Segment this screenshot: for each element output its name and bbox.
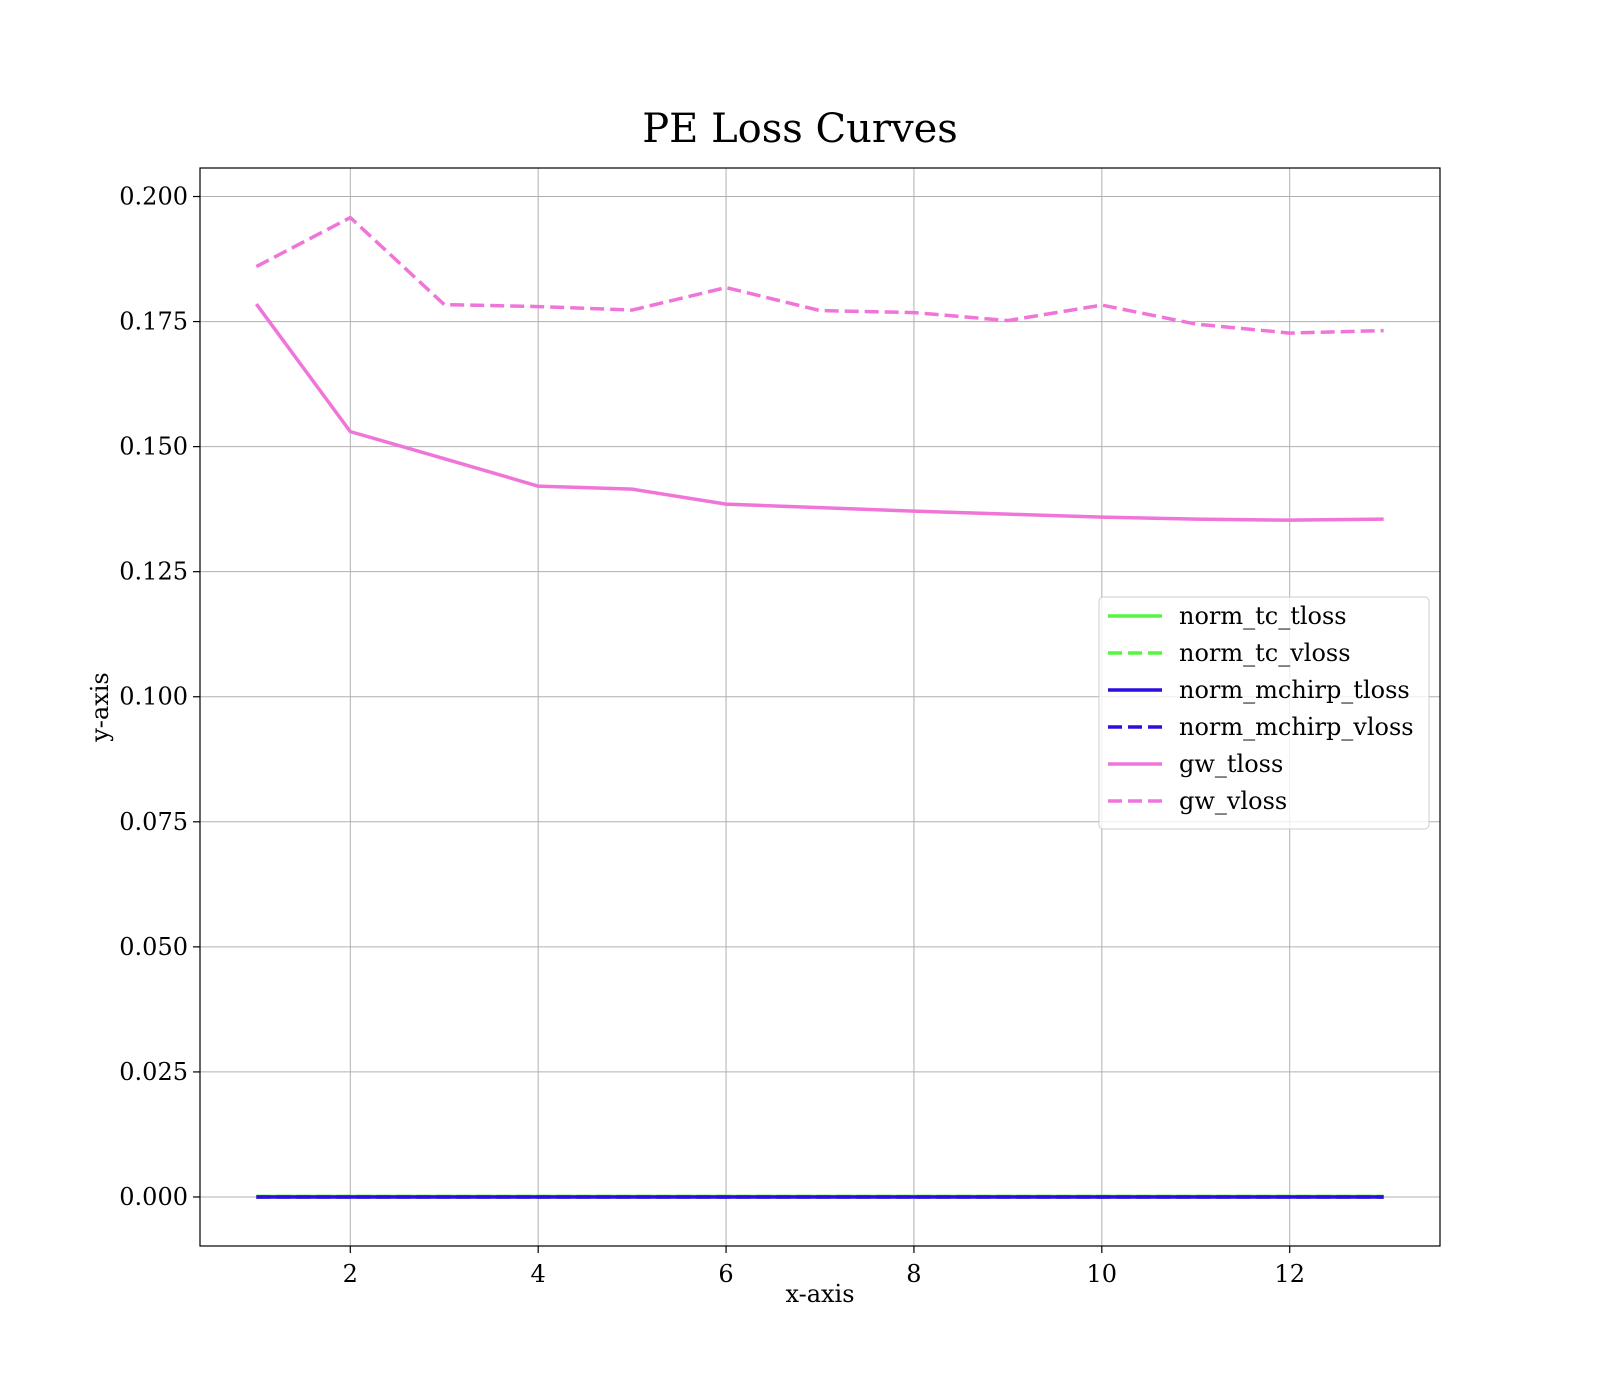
y-tick-label: 0.075 <box>119 808 188 836</box>
y-axis-label: y-axis <box>86 672 114 743</box>
legend-label-norm-mchirp-tloss: norm_mchirp_tloss <box>1179 676 1410 704</box>
x-tick-label: 8 <box>906 1260 921 1288</box>
y-tick-label: 0.200 <box>119 183 188 211</box>
y-tick-label: 0.150 <box>119 433 188 461</box>
y-tick-label: 0.050 <box>119 933 188 961</box>
y-tick-label: 0.175 <box>119 308 188 336</box>
y-axis: 0.000 0.025 0.050 0.075 0.100 0.125 0.150 0.175… <box>119 183 200 1211</box>
legend-label-gw-tloss: gw_tloss <box>1179 750 1283 778</box>
y-tick-label: 0.100 <box>119 683 188 711</box>
legend-label-norm-tc-vloss: norm_tc_vloss <box>1179 639 1351 667</box>
y-tick-label: 0.000 <box>119 1183 188 1211</box>
x-axis: 2 4 6 8 10 12 <box>343 1246 1305 1288</box>
legend-label-gw-vloss: gw_vloss <box>1179 787 1287 815</box>
x-tick-label: 2 <box>343 1260 358 1288</box>
legend: norm_tc_tloss norm_tc_vloss norm_mchirp_tl… <box>1098 596 1430 830</box>
series-layer <box>254 215 1384 1199</box>
y-tick-label: 0.125 <box>119 558 188 586</box>
legend-label-norm-tc-tloss: norm_tc_tloss <box>1179 602 1347 630</box>
x-tick-label: 6 <box>718 1260 733 1288</box>
x-tick-label: 10 <box>1087 1260 1118 1288</box>
chart-title: PE Loss Curves <box>642 106 958 152</box>
series-line-gw-vloss <box>255 215 1384 335</box>
legend-label-norm-mchirp-vloss: norm_mchirp_vloss <box>1179 713 1414 741</box>
series-line-gw-tloss <box>254 303 1384 522</box>
y-tick-label: 0.025 <box>119 1058 188 1086</box>
x-tick-label: 4 <box>531 1260 546 1288</box>
x-tick-label: 12 <box>1274 1260 1305 1288</box>
x-axis-label: x-axis <box>785 1280 854 1308</box>
legend-box <box>1098 596 1430 830</box>
plot-frame <box>199 167 1441 1247</box>
